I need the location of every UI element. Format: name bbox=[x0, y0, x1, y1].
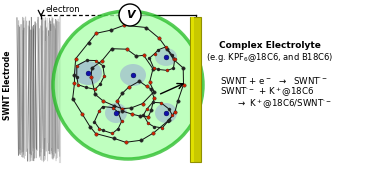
Ellipse shape bbox=[53, 11, 203, 159]
Ellipse shape bbox=[74, 61, 102, 85]
Bar bbox=[190, 17, 201, 162]
Text: electron: electron bbox=[46, 4, 80, 13]
Text: SWNT$^{\cdot -}$ + K$^+$@18C6: SWNT$^{\cdot -}$ + K$^+$@18C6 bbox=[220, 85, 314, 99]
Text: SWNT Electrode: SWNT Electrode bbox=[3, 50, 12, 120]
Circle shape bbox=[119, 4, 141, 26]
Text: Complex Electrolyte: Complex Electrolyte bbox=[219, 40, 321, 49]
Ellipse shape bbox=[120, 64, 146, 86]
Text: $\rightarrow$ K$^+$@18C6/SWNT$^{\cdot -}$: $\rightarrow$ K$^+$@18C6/SWNT$^{\cdot -}… bbox=[236, 97, 332, 111]
Bar bbox=[191, 17, 194, 162]
Text: (e.g. KPF$_6$@18C6, and B18C6): (e.g. KPF$_6$@18C6, and B18C6) bbox=[206, 50, 334, 64]
Text: SWNT + e$^-$  $\rightarrow$  SWNT$^{\cdot -}$: SWNT + e$^-$ $\rightarrow$ SWNT$^{\cdot … bbox=[220, 74, 328, 86]
Ellipse shape bbox=[155, 103, 177, 123]
Ellipse shape bbox=[105, 103, 127, 123]
Ellipse shape bbox=[155, 48, 177, 66]
Text: V: V bbox=[126, 10, 134, 20]
